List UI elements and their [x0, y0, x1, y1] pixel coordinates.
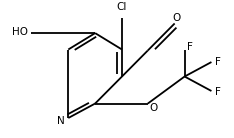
Text: O: O [150, 103, 158, 112]
Text: F: F [215, 57, 221, 67]
Text: O: O [173, 13, 181, 23]
Text: F: F [187, 42, 193, 52]
Text: F: F [215, 87, 221, 97]
Text: Cl: Cl [117, 2, 127, 12]
Text: N: N [57, 116, 65, 126]
Text: HO: HO [12, 27, 28, 37]
